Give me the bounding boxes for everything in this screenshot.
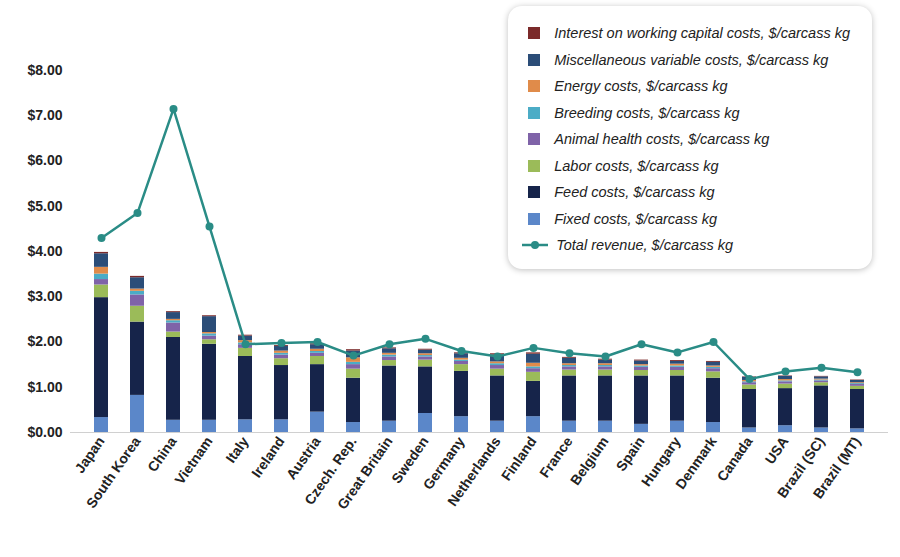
svg-text:$5.00: $5.00 [27, 198, 62, 214]
svg-text:$0.00: $0.00 [27, 424, 62, 440]
svg-text:$4.00: $4.00 [27, 243, 62, 259]
svg-text:Brazil (SC): Brazil (SC) [773, 433, 828, 501]
svg-text:Finland: Finland [498, 434, 540, 484]
html-text:Miscellaneous variable costs,: Miscellaneous variable costs, $/carcass … [554, 51, 829, 68]
svg-text:Spain: Spain [613, 434, 648, 474]
svg-text:Netherlands: Netherlands [444, 433, 504, 509]
html-text:Feed costs, $/carcass kg: Feed costs, $/carcass kg [554, 184, 715, 201]
svg-text:Ireland: Ireland [248, 433, 288, 481]
svg-text:Canada: Canada [714, 433, 756, 484]
svg-text:Denmark: Denmark [672, 433, 720, 491]
svg-text:USA: USA [762, 434, 792, 467]
svg-text:Sweden: Sweden [388, 433, 432, 487]
html-text:Animal health costs, $/carcass: Animal health costs, $/carcass kg [554, 131, 770, 148]
svg-text:Austria: Austria [282, 433, 324, 483]
svg-text:Hungary: Hungary [637, 433, 684, 490]
html-text:Breeding costs, $/carcass kg: Breeding costs, $/carcass kg [554, 104, 740, 121]
html-text:Fixed costs, $/carcass kg: Fixed costs, $/carcass kg [554, 210, 717, 227]
svg-text:China: China [144, 433, 180, 474]
svg-text:$6.00: $6.00 [27, 152, 62, 168]
svg-text:Belgium: Belgium [567, 434, 612, 488]
svg-text:Czech. Rep.: Czech. Rep. [301, 433, 360, 508]
html-text:Energy costs, $/carcass kg: Energy costs, $/carcass kg [554, 78, 728, 95]
svg-text:Brazil (MT): Brazil (MT) [809, 434, 863, 502]
svg-text:Italy: Italy [222, 433, 251, 465]
html-text:Total revenue, $/carcass kg: Total revenue, $/carcass kg [556, 237, 733, 254]
svg-text:$3.00: $3.00 [27, 288, 62, 304]
svg-text:South Korea: South Korea [83, 433, 144, 511]
svg-text:$7.00: $7.00 [27, 107, 62, 123]
svg-text:Japan: Japan [71, 434, 107, 476]
svg-text:$8.00: $8.00 [27, 62, 62, 78]
svg-text:Germany: Germany [419, 433, 468, 493]
svg-text:$1.00: $1.00 [27, 379, 62, 395]
svg-text:France: France [536, 433, 576, 481]
svg-text:Vietnam: Vietnam [171, 434, 215, 488]
html-text:Labor costs, $/carcass kg: Labor costs, $/carcass kg [554, 157, 719, 174]
svg-text:Great Britain: Great Britain [334, 434, 396, 513]
html-text:Interest on working capital co: Interest on working capital costs, $/car… [554, 25, 850, 42]
svg-text:$2.00: $2.00 [27, 333, 62, 349]
